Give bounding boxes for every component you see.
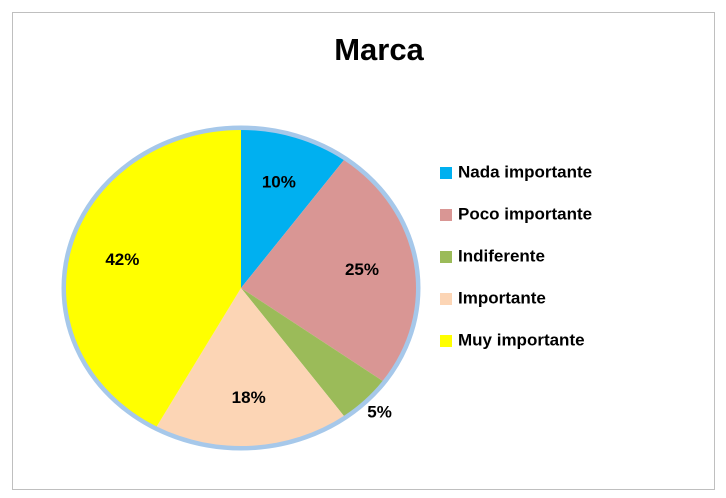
data-label: 18%: [232, 388, 266, 407]
legend-swatch: [440, 251, 452, 263]
chart-title: Marca: [334, 32, 424, 67]
data-label: 5%: [367, 403, 392, 422]
legend-label: Indiferente: [458, 246, 545, 265]
pie-slice: [156, 288, 344, 447]
data-label: 10%: [262, 172, 296, 191]
data-label: 25%: [345, 260, 379, 279]
pie-slice: [66, 130, 241, 427]
legend-swatch: [440, 209, 452, 221]
legend-swatch: [440, 335, 452, 347]
pie-slice: [241, 288, 383, 416]
legend-swatch: [440, 167, 452, 179]
pie-glow: [61, 125, 421, 451]
legend-swatch: [440, 293, 452, 305]
legend-label: Muy importante: [458, 330, 585, 349]
legend-label: Poco importante: [458, 204, 592, 223]
data-label: 42%: [105, 250, 139, 269]
legend-label: Importante: [458, 288, 546, 307]
pie-slice: [241, 160, 416, 381]
legend-label: Nada importante: [458, 162, 592, 181]
pie-slice: [241, 130, 344, 288]
